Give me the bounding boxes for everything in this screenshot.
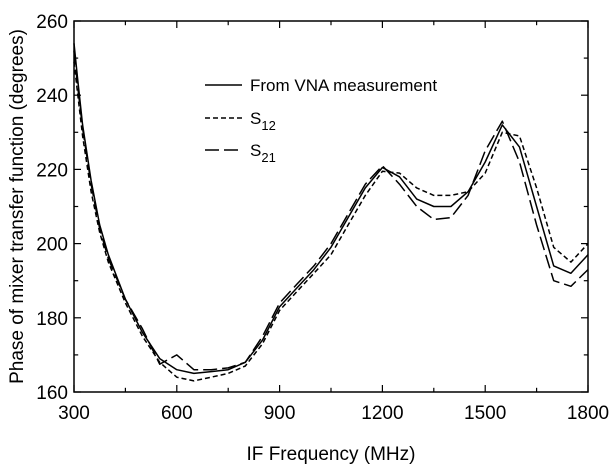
series-line-3: [73, 50, 589, 371]
y-tick-label: 180: [36, 309, 68, 330]
legend-label-2: S12: [250, 109, 276, 133]
y-tick-label: 200: [36, 235, 68, 256]
series-line-2: [73, 61, 589, 382]
x-axis-label: IF Frequency (MHz): [247, 444, 416, 465]
legend-label-subscript: 12: [261, 118, 275, 133]
y-tick-label: 160: [36, 383, 68, 404]
x-tick-label: 1200: [361, 403, 403, 424]
legend: From VNA measurement S12 S21: [205, 76, 437, 165]
y-tick-label: 240: [36, 86, 68, 107]
legend-label-1: From VNA measurement: [250, 76, 437, 95]
y-tick-label: 220: [36, 160, 68, 181]
x-tick-label: 1500: [464, 403, 506, 424]
x-tick-label: 900: [264, 403, 296, 424]
y-axis-label: Phase of mixer transfer function (degree…: [7, 29, 28, 384]
x-tick-label: 600: [161, 403, 193, 424]
legend-label-subscript: 21: [261, 150, 275, 165]
series-lines: [73, 43, 589, 382]
y-tick-label: 260: [36, 12, 68, 33]
x-tick-label: 1800: [567, 403, 609, 424]
axes: 300 600 900 1200 1500 1800 160 180 200 220 240 260: [36, 12, 609, 424]
legend-label-3: S21: [250, 141, 276, 165]
x-tick-label: 300: [58, 403, 90, 424]
